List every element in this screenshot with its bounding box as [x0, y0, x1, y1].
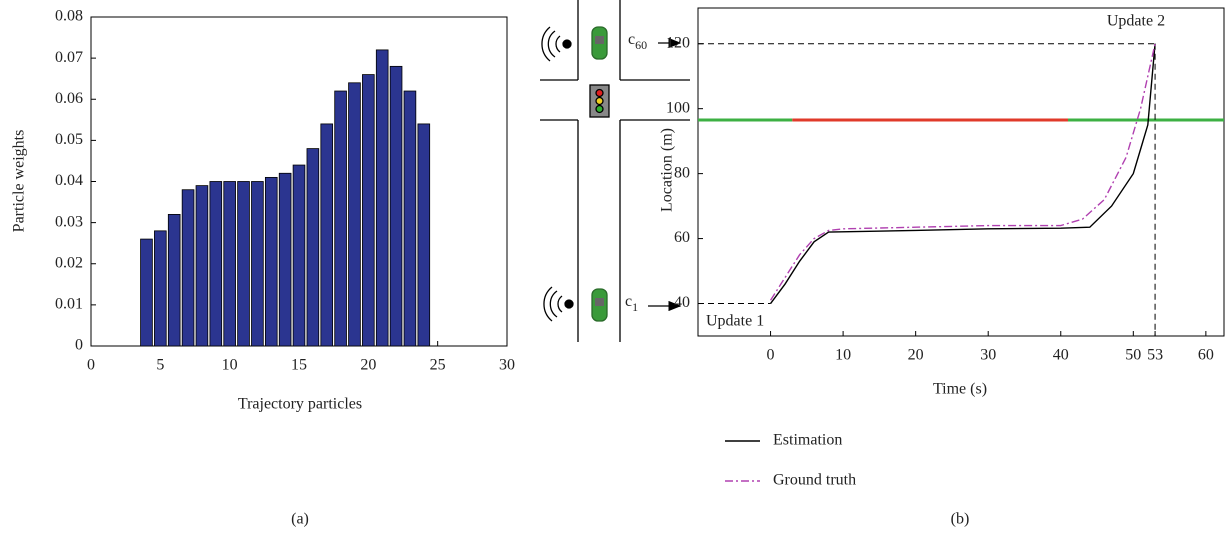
y-tick-label: 120 — [666, 34, 690, 51]
bar — [306, 148, 320, 347]
y-tick-label: 100 — [666, 99, 690, 116]
bar — [237, 181, 250, 347]
x-tick-label: 30 — [980, 347, 996, 364]
bar — [251, 181, 264, 347]
bar — [278, 172, 292, 347]
x-tick-label: 20 — [360, 357, 376, 374]
bar — [362, 74, 375, 347]
y-axis-label: Location (m) — [659, 128, 676, 212]
bar — [417, 123, 431, 347]
x-tick-label: 0 — [87, 357, 95, 374]
y-tick-label: 0.06 — [55, 90, 83, 107]
x-tick-label: 30 — [499, 357, 515, 374]
caption: (b) — [951, 511, 970, 528]
x-tick-label: 25 — [430, 357, 446, 374]
bar — [320, 123, 334, 347]
x-tick-label: 10 — [835, 347, 851, 364]
x-tick-label: 40 — [1053, 347, 1069, 364]
update-label: Update 2 — [1107, 13, 1165, 30]
label-subscript: 1 — [632, 300, 638, 314]
y-tick-label: 80 — [674, 164, 690, 181]
bar — [223, 181, 236, 347]
x-tick-label: 53 — [1147, 347, 1163, 364]
update-label: Update 1 — [706, 313, 764, 330]
x-tick-label: 0 — [767, 347, 775, 364]
y-tick-label: 0.08 — [55, 8, 83, 25]
y-tick-label: 0.02 — [55, 254, 83, 271]
bar — [403, 90, 417, 347]
bar — [375, 49, 389, 347]
bar — [181, 189, 195, 347]
bar — [140, 238, 153, 347]
bar — [334, 90, 347, 347]
y-tick-label: 0.04 — [55, 172, 83, 189]
x-tick-label: 20 — [908, 347, 924, 364]
plot-frame — [697, 7, 1225, 337]
x-tick-label: 15 — [291, 357, 307, 374]
y-tick-label: 60 — [674, 229, 690, 246]
bar — [292, 164, 306, 347]
label-subscript: 60 — [635, 38, 647, 52]
x-axis-label: Time (s) — [933, 381, 987, 398]
y-tick-label: 0.03 — [55, 213, 83, 230]
y-tick-label: 40 — [674, 294, 690, 311]
vehicle-label: c1 — [625, 293, 638, 314]
y-axis-label: Particle weights — [11, 130, 28, 233]
y-tick-label: 0.05 — [55, 131, 83, 148]
y-tick-label: 0.01 — [55, 296, 83, 313]
x-axis-label: Trajectory particles — [238, 396, 362, 413]
bar — [264, 176, 278, 347]
x-tick-label: 60 — [1198, 347, 1214, 364]
bar — [209, 181, 223, 347]
bar — [154, 230, 167, 347]
label-base: c — [625, 293, 632, 310]
x-tick-label: 10 — [222, 357, 238, 374]
x-tick-label: 5 — [156, 357, 164, 374]
label-base: c — [628, 31, 635, 48]
bar — [167, 213, 181, 347]
series-line — [769, 43, 1156, 301]
series-line — [769, 43, 1156, 304]
x-tick-label: 50 — [1125, 347, 1141, 364]
bar — [348, 82, 361, 347]
y-tick-label: 0 — [75, 337, 83, 354]
legend-label: Ground truth — [773, 472, 856, 489]
vehicle-label: c60 — [628, 31, 647, 52]
bar — [389, 65, 403, 347]
y-tick-label: 0.07 — [55, 49, 83, 66]
intersection-diagram — [540, 0, 690, 342]
legend-label: Estimation — [773, 432, 842, 449]
caption: (a) — [291, 511, 309, 528]
bar — [195, 185, 209, 347]
